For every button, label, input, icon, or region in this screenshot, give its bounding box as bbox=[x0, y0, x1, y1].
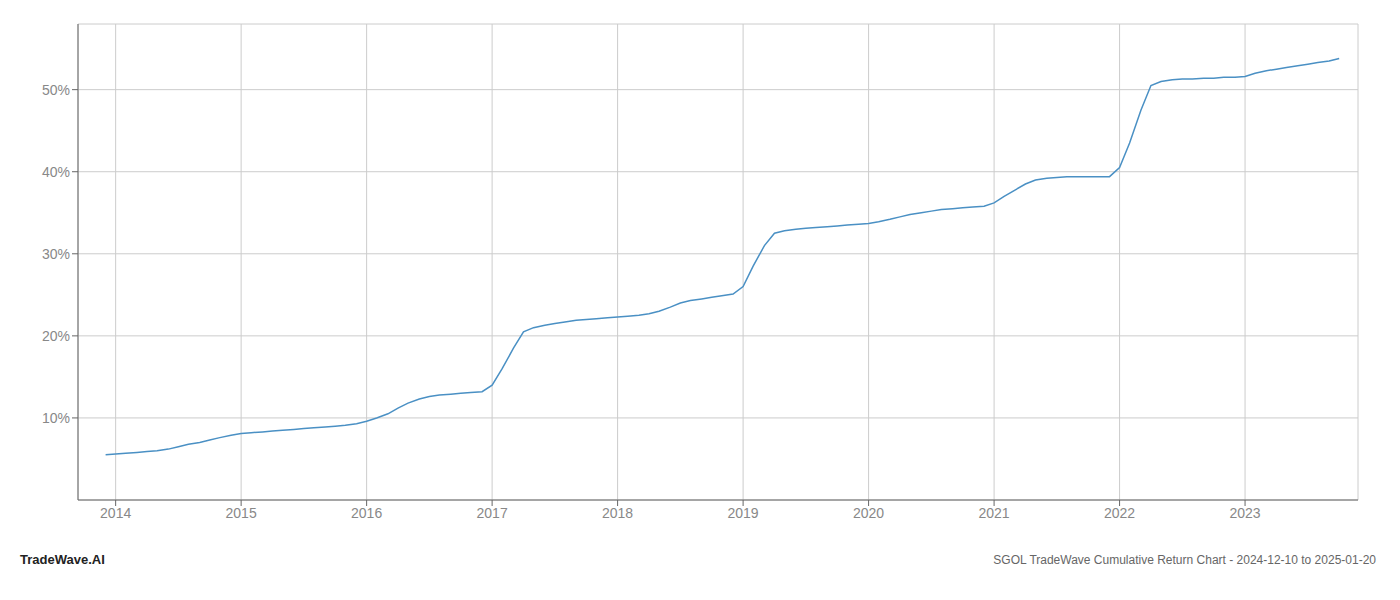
svg-text:50%: 50% bbox=[42, 82, 70, 98]
svg-text:2017: 2017 bbox=[477, 505, 508, 521]
svg-text:30%: 30% bbox=[42, 246, 70, 262]
svg-text:20%: 20% bbox=[42, 328, 70, 344]
svg-text:2018: 2018 bbox=[602, 505, 633, 521]
svg-text:40%: 40% bbox=[42, 164, 70, 180]
svg-text:2019: 2019 bbox=[728, 505, 759, 521]
svg-text:2022: 2022 bbox=[1104, 505, 1135, 521]
svg-text:10%: 10% bbox=[42, 410, 70, 426]
svg-text:2014: 2014 bbox=[100, 505, 131, 521]
svg-text:2023: 2023 bbox=[1229, 505, 1260, 521]
svg-text:2020: 2020 bbox=[853, 505, 884, 521]
svg-text:2015: 2015 bbox=[226, 505, 257, 521]
html-text:SGOL TradeWave Cumulative Retu: SGOL TradeWave Cumulative Return Chart -… bbox=[993, 553, 1376, 567]
svg-text:2016: 2016 bbox=[351, 505, 382, 521]
html-text:TradeWave.AI: TradeWave.AI bbox=[20, 552, 105, 567]
svg-text:2021: 2021 bbox=[979, 505, 1010, 521]
